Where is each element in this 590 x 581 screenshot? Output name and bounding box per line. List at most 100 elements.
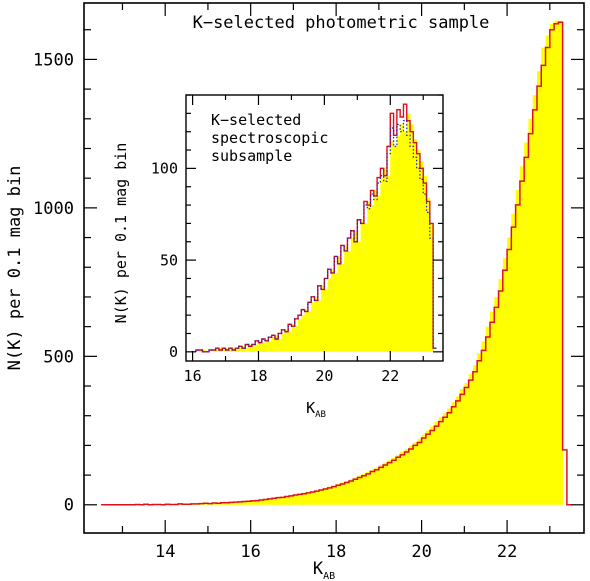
inset-bar	[321, 285, 325, 352]
main-x-axis-label-main: K	[313, 559, 324, 579]
main-bar	[519, 166, 525, 505]
main-y-axis-label: N(K) per 0.1 mag bin	[5, 166, 25, 371]
inset-title-line-2: spectroscopic	[211, 129, 328, 147]
inset-bar	[215, 349, 220, 352]
inset-bar	[228, 349, 233, 352]
inset-bar	[288, 331, 292, 352]
inset-bar	[403, 131, 408, 352]
inset-panel: 16 18 20 22 0 50 100 K−selected spectroscopic…	[112, 94, 444, 420]
main-bar	[212, 503, 217, 505]
inset-bar	[386, 175, 391, 352]
main-bar	[413, 442, 418, 505]
main-chart-title: K−selected photometric sample	[193, 13, 490, 33]
main-bar	[464, 383, 470, 505]
main-bar	[455, 396, 461, 505]
main-bar	[366, 472, 371, 505]
inset-bar	[380, 177, 385, 352]
y-tick-label: 1000	[33, 199, 74, 219]
inset-bar	[248, 344, 253, 352]
main-x-axis-label: KAB	[313, 559, 335, 581]
inset-bar	[271, 337, 276, 352]
inset-plot-frame	[185, 94, 444, 362]
inset-title-line-1: K−selected	[211, 111, 301, 129]
main-bar	[558, 20, 564, 505]
inset-bar	[281, 333, 286, 352]
inset-bar	[199, 349, 203, 352]
inset-bar	[284, 329, 289, 352]
inset-bar	[413, 139, 418, 352]
main-bar	[254, 500, 260, 505]
x-tick-label: 20	[315, 367, 333, 385]
inset-bar	[255, 344, 259, 352]
main-bar	[233, 501, 239, 505]
inset-bar	[317, 300, 322, 352]
main-x-axis-label-subscript: AB	[323, 571, 335, 581]
inset-bar	[344, 245, 348, 352]
main-bar	[528, 118, 534, 505]
y-tick-label: 100	[151, 160, 178, 178]
inset-bar	[354, 230, 358, 352]
main-bar	[536, 71, 542, 505]
inset-bar	[212, 349, 217, 352]
inset-x-axis-label-main: K	[306, 399, 315, 417]
main-bar	[319, 489, 324, 505]
x-tick-label: 14	[155, 542, 175, 562]
inset-bar	[340, 263, 345, 352]
main-bar	[237, 501, 243, 505]
inset-bar	[367, 201, 371, 352]
inset-bar	[360, 219, 365, 352]
inset-bar	[347, 250, 352, 352]
main-bar	[383, 462, 388, 505]
inset-bar	[337, 256, 342, 352]
main-x-ticks: 14 16 18 20 22	[121, 3, 551, 562]
main-red-histogram-line	[101, 21, 572, 506]
main-bar	[477, 353, 482, 505]
main-bar	[272, 497, 277, 505]
main-bar	[541, 47, 546, 505]
main-bar	[331, 485, 337, 505]
main-bar	[293, 494, 299, 505]
inset-bar	[350, 238, 355, 352]
inset-bar	[258, 340, 263, 352]
inset-x-axis-label: KAB	[306, 399, 326, 420]
main-bar	[549, 23, 555, 505]
inset-bar	[202, 349, 207, 352]
inset-x-axis-label-subscript: AB	[315, 410, 326, 420]
inset-bar	[400, 124, 404, 352]
main-bar	[524, 142, 529, 505]
main-bar	[314, 490, 320, 505]
y-tick-label: 0	[64, 496, 74, 516]
inset-bar	[242, 346, 246, 352]
main-bar	[507, 237, 512, 505]
inset-bar	[416, 150, 421, 352]
main-bar	[391, 457, 397, 505]
inset-bar	[390, 140, 394, 352]
inset-bar	[334, 272, 338, 352]
main-bar	[306, 492, 311, 505]
inset-blue-dotted-line	[195, 120, 437, 353]
main-bar	[438, 416, 444, 505]
inset-title-line-3: subsample	[211, 147, 292, 165]
inset-bar	[429, 223, 434, 352]
main-bar	[374, 467, 380, 505]
inset-bar	[370, 205, 375, 352]
main-bar	[242, 501, 247, 505]
inset-bar	[363, 223, 368, 352]
inset-bar	[304, 309, 309, 352]
main-bar	[481, 341, 487, 505]
main-bar	[284, 495, 290, 505]
inset-y-ticks: 0 50 100	[151, 94, 443, 361]
inset-bar	[423, 175, 427, 352]
main-bar	[447, 408, 452, 505]
main-bar	[229, 502, 234, 505]
main-bar	[225, 502, 230, 505]
main-bar	[323, 487, 328, 505]
inset-bar	[410, 124, 414, 352]
main-bar	[361, 473, 367, 505]
x-tick-label: 16	[184, 367, 202, 385]
inset-bar	[294, 326, 299, 352]
inset-bar	[245, 348, 249, 352]
main-plot-frame	[83, 2, 585, 534]
main-bar	[498, 279, 504, 505]
main-bar	[494, 296, 499, 505]
